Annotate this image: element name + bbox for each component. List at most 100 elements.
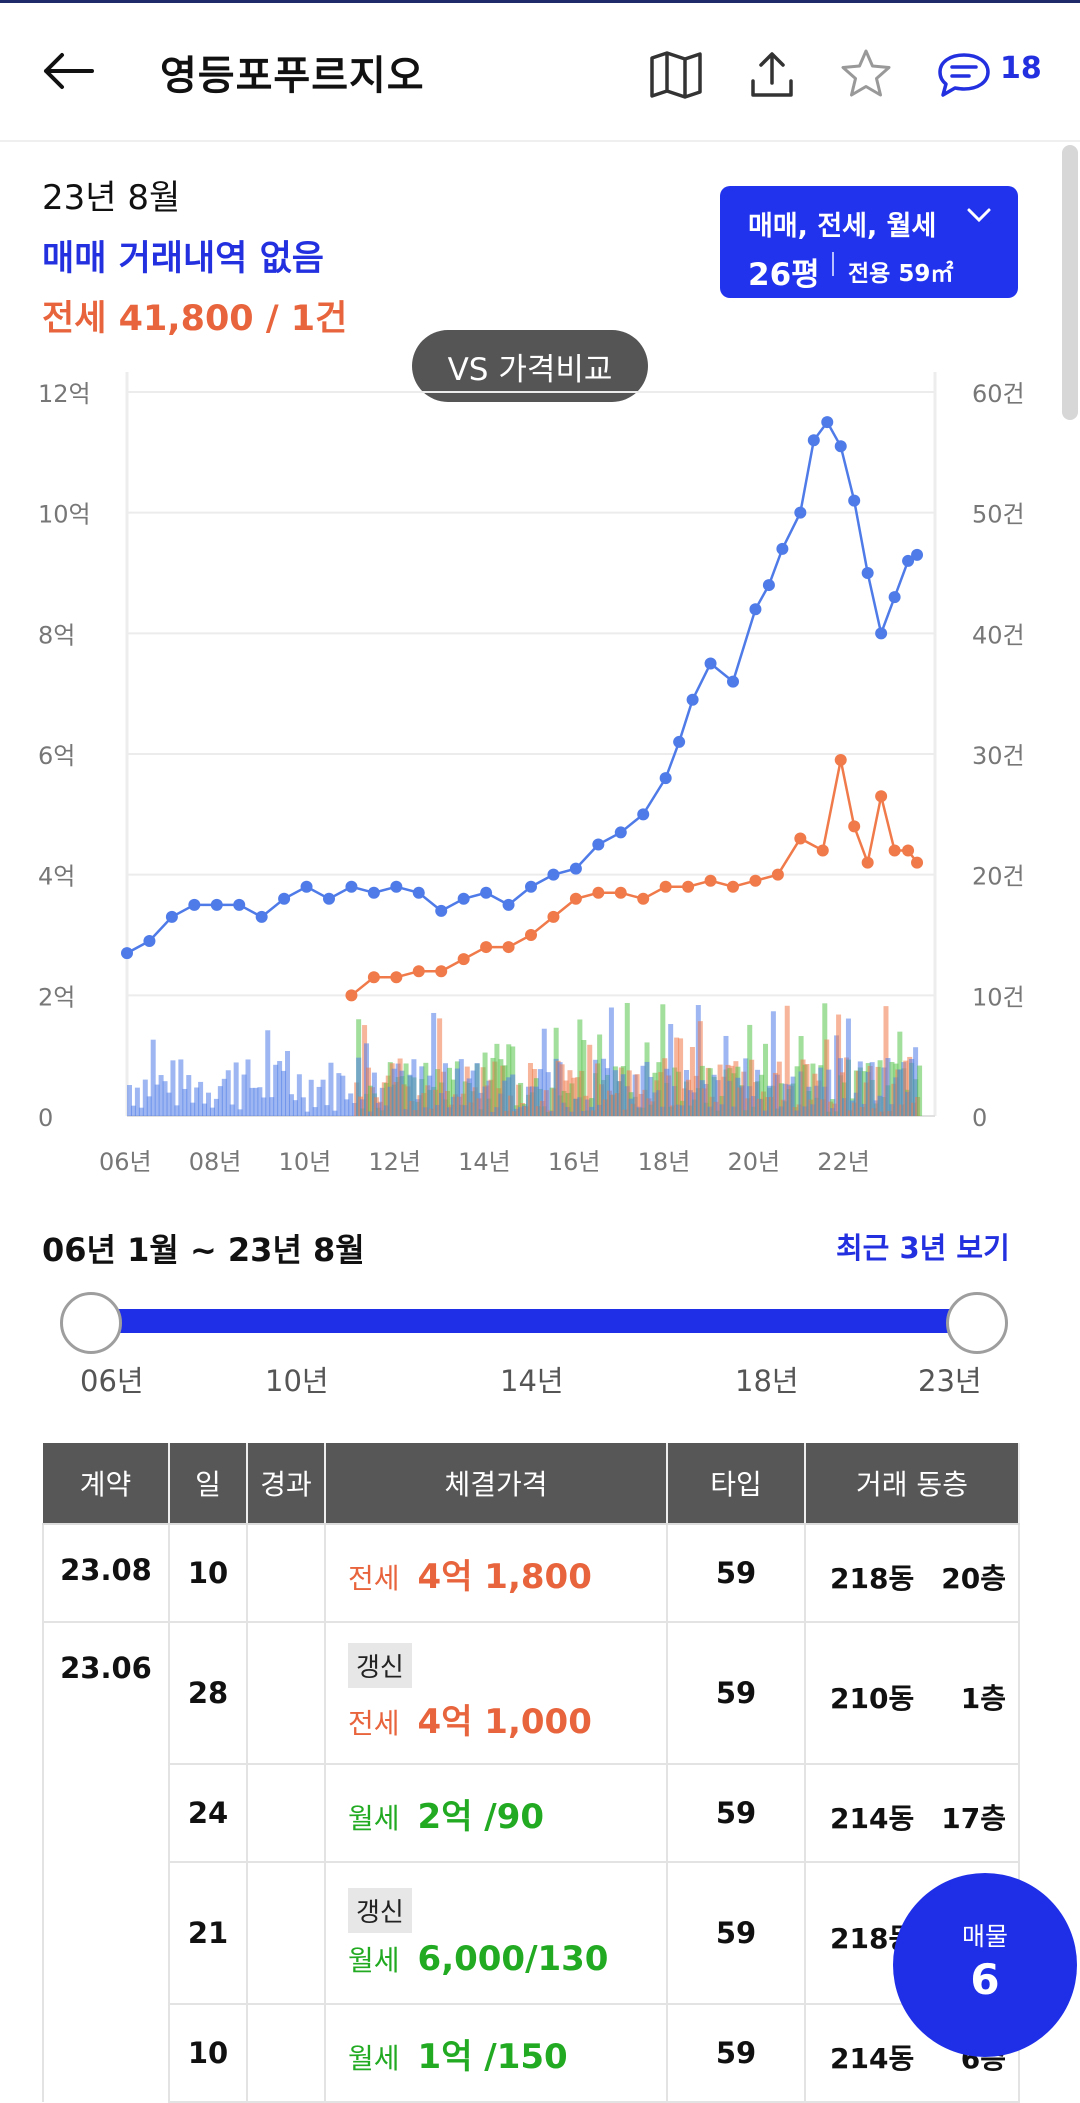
volume-bar: [288, 1094, 294, 1116]
sale-price-point: [673, 735, 686, 748]
volume-bar: [356, 1057, 362, 1116]
dong-floor-cell: 214동 17층: [804, 1763, 1020, 1863]
header-price[interactable]: 체결가격: [325, 1443, 668, 1525]
sale-price-point: [367, 886, 380, 899]
sale-price-point: [704, 657, 717, 670]
deal-filter-button[interactable]: 매매, 전세, 월세 26평 전용 59㎡: [720, 186, 1018, 298]
sale-price-point: [794, 506, 807, 519]
volume-bar: [913, 1047, 919, 1116]
jeonse-price-point: [480, 941, 493, 954]
range-slider-end-handle[interactable]: [946, 1292, 1008, 1354]
comments-button[interactable]: [932, 43, 996, 107]
range-slider-track[interactable]: [90, 1309, 975, 1333]
volume-bar: [142, 1079, 148, 1116]
volume-bar: [308, 1079, 314, 1116]
x-tick-label: 16년: [548, 1148, 601, 1176]
volume-bar: [257, 1087, 263, 1116]
volume-bar: [545, 1072, 551, 1116]
sale-price-point: [255, 910, 268, 923]
x-tick-label: 10년: [279, 1148, 332, 1176]
fab-count: 6: [970, 1955, 1000, 2004]
page-scrollbar[interactable]: [1062, 145, 1078, 420]
volume-bar: [518, 1082, 524, 1116]
share-button[interactable]: [740, 43, 804, 107]
volume-bar: [689, 1046, 695, 1116]
volume-bar: [458, 1059, 464, 1116]
header-type[interactable]: 타입: [667, 1443, 806, 1525]
volume-bar: [784, 1005, 790, 1116]
table-row[interactable]: 24 월세 2억 /90 59 214동 17층: [43, 1763, 1020, 1863]
deal-price: 2억 /90: [417, 1796, 545, 1837]
jeonse-price-point: [457, 953, 470, 966]
y-left-tick-label: 6억: [38, 742, 75, 770]
header-contract[interactable]: 계약: [43, 1443, 170, 1525]
y-right-tick-label: 60건: [972, 380, 1025, 408]
listings-fab-button[interactable]: 매물 6: [893, 1873, 1077, 2057]
volume-bar: [213, 1098, 219, 1116]
volume-bar: [717, 1064, 723, 1116]
volume-bar: [320, 1079, 326, 1116]
sale-price-point: [659, 772, 672, 785]
dong: 218동: [830, 1562, 915, 1595]
volume-bar: [857, 1061, 863, 1116]
volume-bar: [296, 1074, 302, 1116]
favorite-button[interactable]: [834, 41, 898, 105]
volume-bar: [790, 1076, 796, 1116]
volume-bar: [233, 1062, 239, 1116]
sale-price-point: [547, 868, 560, 881]
contract-day: 10: [168, 1523, 248, 1623]
volume-bar: [273, 1064, 279, 1116]
table-header-row: 계약 일 경과 체결가격 타입 거래 동층: [43, 1443, 1020, 1525]
deal-price: 1억 /150: [417, 2036, 568, 2077]
volume-bar: [877, 1060, 883, 1116]
header-elapsed[interactable]: 경과: [247, 1443, 326, 1525]
y-right-tick-label: 20건: [972, 863, 1025, 891]
sale-price-point: [592, 838, 605, 851]
volume-bar: [624, 1002, 630, 1116]
sale-price-point: [390, 880, 403, 893]
table-row[interactable]: 23.08 10 전세 4억 1,800 59 218동 20층: [42, 1523, 1020, 1623]
y-left-tick-label: 2억: [38, 983, 75, 1011]
renewal-badge: 갱신: [348, 1643, 412, 1688]
floor: 20층: [941, 1562, 1006, 1595]
price-chart: 0 2억 4억 6억 8억 10억 12억 0 10건 20건 30건 40건 50건 60건 06년 08년…: [38, 372, 1025, 1176]
sale-price-point: [875, 627, 888, 640]
deal-kind: 월세: [348, 2041, 400, 2075]
table-row[interactable]: 21 갱신 월세 6,000/130 59 218동: [43, 1861, 1020, 2005]
sale-price-point: [502, 898, 515, 911]
sale-price-point: [569, 862, 582, 875]
filter-separator: [832, 252, 834, 276]
jeonse-price-line: [350, 759, 919, 997]
back-button[interactable]: [30, 33, 106, 109]
volume-bar: [427, 1075, 433, 1116]
volume-bar: [510, 1074, 516, 1116]
map-button[interactable]: [644, 43, 708, 107]
table-row[interactable]: 10 월세 1억 /150 59 214동 6층: [43, 2003, 1020, 2103]
recent-3-years-link[interactable]: 최근 3년 보기: [836, 1231, 1010, 1265]
table-row[interactable]: 23.06 28 갱신 전세 4억 1,000 59 210동 1층: [42, 1621, 1020, 2102]
price-compare-button[interactable]: VS 가격비교: [412, 330, 648, 402]
elapsed-cell: [246, 1861, 326, 2005]
jeonse-price-point: [435, 965, 448, 978]
jeonse-price-point: [875, 790, 888, 803]
volume-bar: [770, 1011, 776, 1116]
chevron-down-icon: [964, 200, 994, 237]
sale-price-point: [762, 579, 775, 592]
y-left-tick-label: 0: [38, 1104, 53, 1132]
volume-bar: [634, 1074, 640, 1116]
jeonse-price-point: [771, 868, 784, 881]
summary-date: 23년 8월: [42, 178, 181, 218]
header-dong-floor[interactable]: 거래 동층: [805, 1443, 1020, 1525]
chat-bubble-icon: [938, 53, 990, 97]
slider-label: 10년: [265, 1364, 329, 1398]
sale-price-point: [686, 693, 699, 706]
range-slider-start-handle[interactable]: [60, 1292, 122, 1354]
transaction-table: 계약 일 경과 체결가격 타입 거래 동층 23.08 10 전세 4억 1,80…: [42, 1443, 1020, 2103]
sale-price-point: [457, 892, 470, 905]
price-cell: 월세 1억 /150: [324, 2003, 668, 2103]
volume-bar: [668, 1024, 674, 1116]
header-day[interactable]: 일: [169, 1443, 248, 1525]
jeonse-price-point: [727, 880, 739, 893]
volume-bar: [340, 1075, 346, 1116]
volume-bar: [170, 1060, 176, 1116]
